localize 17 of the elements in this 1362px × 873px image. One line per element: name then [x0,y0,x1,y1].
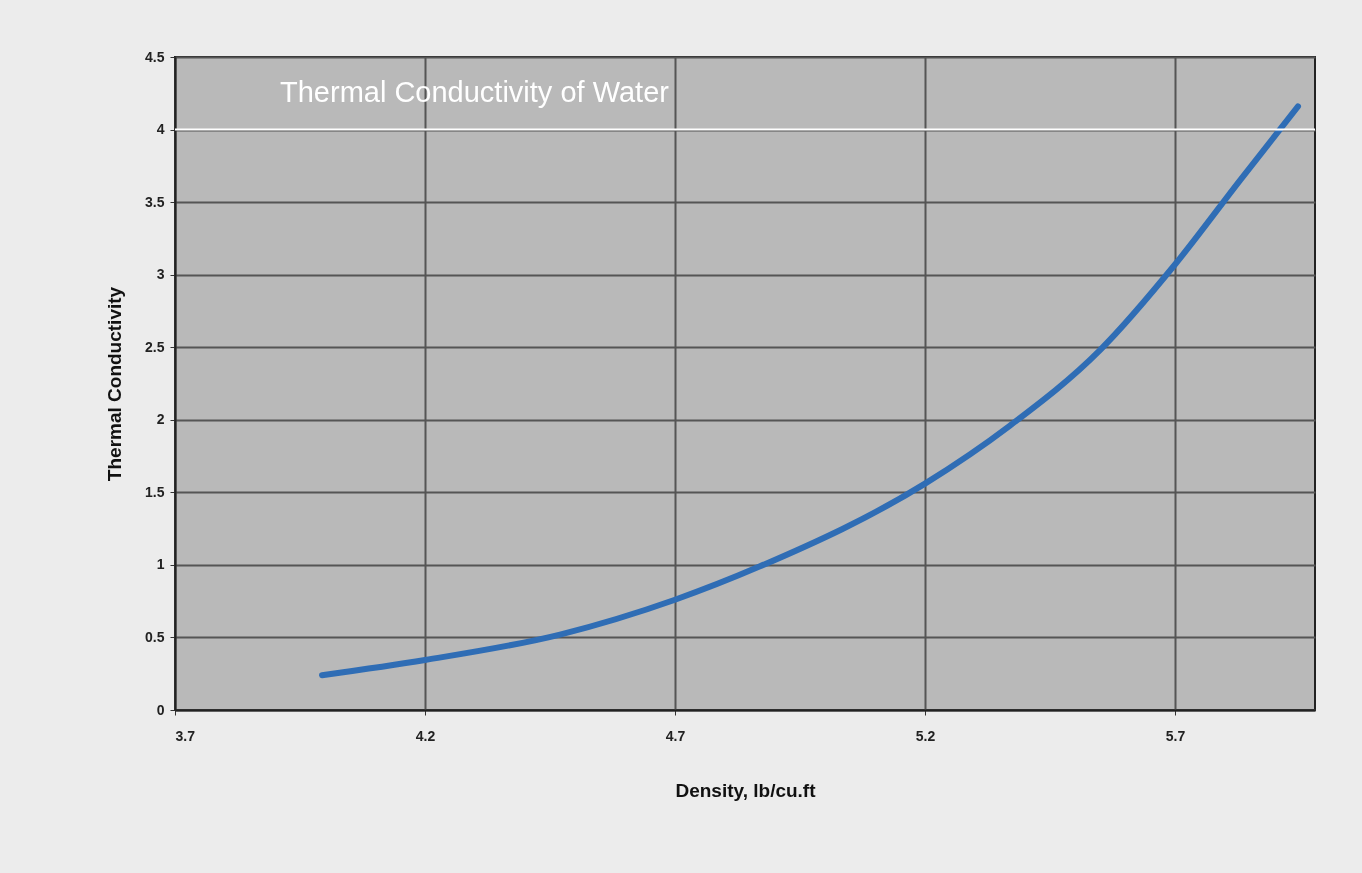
x-axis-title: Density, lb/cu.ft [675,779,817,801]
y-tick-label: 2 [156,411,165,428]
x-tick-label: 5.7 [1165,727,1186,744]
y-tick-label: 0.5 [145,628,165,645]
y-tick-label: 2.5 [145,338,165,355]
x-tick-label: 4.7 [665,727,686,744]
y-tick-label: 0 [156,701,165,718]
y-tick-label: 3.5 [145,193,165,210]
y-tick-label: 4 [156,121,165,138]
y-tick-label: 1 [156,556,165,573]
y-tick-label: 4.5 [145,48,165,65]
x-tick-label: 4.2 [415,727,436,744]
x-tick-label: 3.7 [175,727,196,744]
x-tick-label: 5.2 [915,727,936,744]
y-tick-label: 3 [156,266,165,283]
y-tick-label: 1.5 [145,483,165,500]
y-axis-title: Thermal Conductivity [104,286,126,482]
